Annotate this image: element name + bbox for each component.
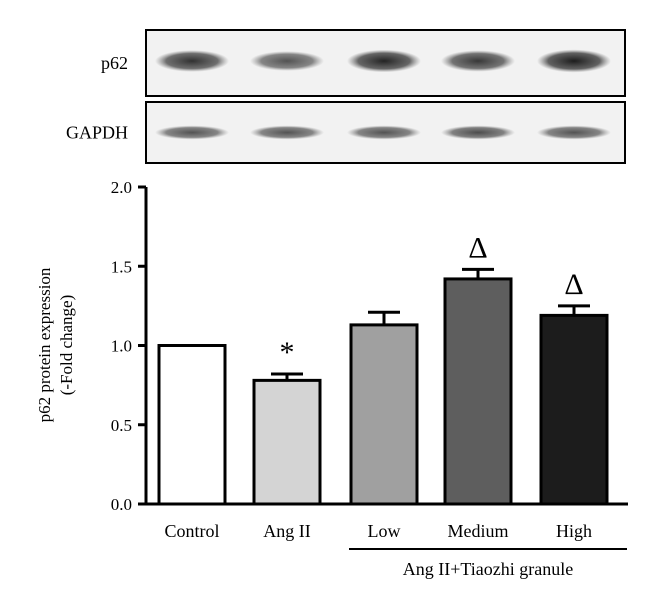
blot-band (155, 50, 229, 72)
bar-ang-ii (252, 378, 322, 506)
x-tick-label: Control (164, 521, 219, 541)
bar-control (157, 344, 227, 506)
y-axis-title: p62 protein expression (-Fold change) (35, 267, 76, 422)
chart-labels: p62 protein expression (-Fold change) Cont… (35, 231, 627, 579)
x-tick-label: Ang II (263, 521, 311, 541)
blot-band (537, 49, 611, 73)
blot-band (155, 125, 229, 140)
blot-band (347, 125, 421, 140)
y-tick-label: 0.0 (111, 495, 132, 514)
significance-delta: Δ (468, 231, 487, 264)
blot-band (537, 125, 611, 140)
blot-row-label: p62 (101, 53, 128, 73)
x-tick-label: Low (368, 521, 401, 541)
y-axis-title-line1: p62 protein expression (35, 267, 54, 422)
y-tick-label: 2.0 (111, 178, 132, 197)
y-tick-label: 1.5 (111, 257, 132, 276)
bar-medium (443, 277, 513, 506)
blot-band (441, 125, 515, 140)
significance-asterisk: * (280, 336, 295, 369)
x-tick-label: High (556, 521, 592, 541)
significance-delta: Δ (564, 268, 583, 301)
y-tick-label: 0.5 (111, 416, 132, 435)
x-tick-label: Medium (448, 521, 509, 541)
bar-low (349, 323, 419, 506)
y-tick-label: 1.0 (111, 337, 132, 356)
group-label: Ang II+Tiaozhi granule (403, 559, 573, 579)
blot-band (250, 125, 324, 140)
bar-high (539, 313, 609, 506)
blot-row-label: GAPDH (66, 123, 128, 143)
y-axis-title-line2: (-Fold change) (57, 295, 76, 396)
blot-band (441, 50, 515, 72)
blot-band (250, 51, 324, 71)
western-blot: p62 GAPDH (66, 29, 626, 164)
blot-band (347, 49, 421, 73)
bar-series (157, 267, 609, 506)
